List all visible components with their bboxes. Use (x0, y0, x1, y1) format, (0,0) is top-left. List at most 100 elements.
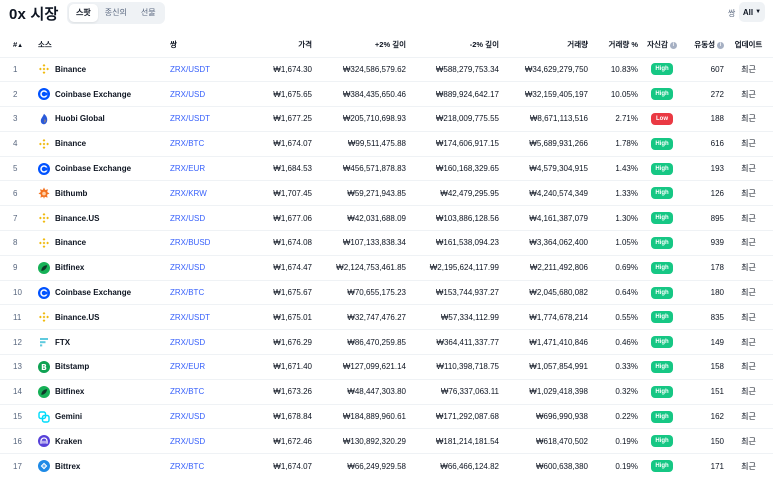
table-row[interactable]: 15 Gemini ZRX/USD ₩1,678.84 ₩184,889,960.61 ₩… (0, 404, 773, 430)
depth-plus-value: ₩86,470,259.85 (312, 329, 406, 356)
pair-link[interactable]: ZRX/USD (170, 263, 206, 273)
exchange-cell[interactable]: FTX (38, 329, 170, 356)
exchange-cell[interactable]: Coinbase Exchange (38, 81, 170, 108)
table-row[interactable]: 4 Binance ZRX/BTC ₩1,674.07 ₩99,511,475.88 ₩1… (0, 131, 773, 157)
col-source[interactable]: 소스 (38, 33, 170, 58)
exchange-name[interactable]: Binance (55, 139, 87, 149)
volume-value: ₩3,364,062,400 (499, 230, 588, 256)
pair-link[interactable]: ZRX/USD (170, 89, 206, 99)
price-value: ₩1,684.53 (242, 156, 312, 182)
pair-link[interactable]: ZRX/KRW (170, 188, 207, 198)
table-row[interactable]: 13 B Bitstamp ZRX/EUR ₩1,671.40 ₩127,099,621.… (0, 354, 773, 380)
liquidity-value: 158 (686, 354, 724, 380)
exchange-name[interactable]: Gemini (55, 412, 83, 422)
exchange-cell[interactable]: Kraken (38, 428, 170, 455)
tab-spot[interactable]: 스팟 (69, 4, 98, 22)
pair-link[interactable]: ZRX/USD (170, 337, 206, 347)
pair-filter-dropdown[interactable]: All ▼ (739, 2, 765, 22)
pair-link[interactable]: ZRX/USD (170, 213, 206, 223)
exchange-cell[interactable]: Binance.US (38, 205, 170, 232)
col-updated[interactable]: 업데이트 (724, 33, 773, 58)
liquidity-value: 126 (686, 180, 724, 207)
table-row[interactable]: 5 Coinbase Exchange ZRX/EUR ₩1,684.53 ₩456,5… (0, 156, 773, 182)
exchange-name[interactable]: Coinbase Exchange (55, 89, 132, 99)
exchange-cell[interactable]: Coinbase Exchange (38, 156, 170, 182)
exchange-cell[interactable]: Binance.US (38, 304, 170, 331)
exchange-cell[interactable]: Binance (38, 230, 170, 256)
col-depth-minus[interactable]: -2% 깊이 (406, 33, 499, 58)
info-icon[interactable]: i (669, 41, 677, 49)
exchange-name[interactable]: Coinbase Exchange (55, 288, 132, 298)
pair-link[interactable]: ZRX/USDT (170, 114, 210, 124)
tab-perpetual[interactable]: 종신의 (104, 8, 127, 17)
volume-pct-value: 0.22% (588, 404, 638, 430)
col-volume-pct[interactable]: 거래량 % (588, 33, 638, 58)
depth-plus-value: ₩32,747,476.27 (312, 304, 406, 331)
updated-value: 최근 (724, 131, 773, 157)
table-row[interactable]: 6 Bithumb ZRX/KRW ₩1,707.45 ₩59,271,943.85 ₩4… (0, 180, 773, 207)
exchange-cell[interactable]: Bittrex (38, 453, 170, 478)
table-row[interactable]: 2 Coinbase Exchange ZRX/USD ₩1,675.65 ₩384,4… (0, 81, 773, 108)
exchange-cell[interactable]: Bitfinex (38, 255, 170, 281)
exchange-name[interactable]: Binance.US (55, 312, 100, 322)
table-row[interactable]: 16 Kraken ZRX/USD ₩1,672.46 ₩130,892,320.29 ₩… (0, 428, 773, 455)
table-row[interactable]: 3 Huobi Global ZRX/USDT ₩1,677.25 ₩205,710,6… (0, 106, 773, 132)
pair-link[interactable]: ZRX/BTC (170, 288, 205, 298)
col-liquidity[interactable]: 유동성 i (686, 33, 724, 58)
exchange-name[interactable]: Bitfinex (55, 387, 85, 397)
exchange-cell[interactable]: Bithumb (38, 180, 170, 207)
sort-ascending-icon: ▲ (17, 43, 24, 50)
info-icon[interactable]: i (717, 41, 724, 49)
table-row[interactable]: 8 Binance ZRX/BUSD ₩1,674.08 ₩107,133,838.34… (0, 230, 773, 256)
exchange-cell[interactable]: Huobi Global (38, 106, 170, 132)
exchange-name[interactable]: Kraken (55, 436, 83, 446)
pair-link[interactable]: ZRX/USD (170, 436, 206, 446)
table-row[interactable]: 7 Binance.US ZRX/USD ₩1,677.06 ₩42,031,688.0… (0, 205, 773, 232)
exchange-name[interactable]: Bitstamp (55, 362, 90, 372)
exchange-name[interactable]: Bittrex (55, 461, 81, 471)
pair-link[interactable]: ZRX/USD (170, 412, 206, 422)
col-pair[interactable]: 쌍 (170, 33, 242, 58)
exchange-cell[interactable]: Bitfinex (38, 379, 170, 405)
price-value: ₩1,674.08 (242, 230, 312, 256)
exchange-cell[interactable]: Gemini (38, 404, 170, 430)
pair-link[interactable]: ZRX/BTC (170, 139, 205, 149)
table-row[interactable]: 10 Coinbase Exchange ZRX/BTC ₩1,675.67 ₩70,6… (0, 280, 773, 306)
depth-minus-value: ₩76,337,063.11 (406, 379, 499, 405)
depth-plus-value: ₩2,124,753,461.85 (312, 255, 406, 281)
col-depth-plus[interactable]: +2% 깊이 (312, 33, 406, 58)
table-row[interactable]: 14 Bitfinex ZRX/BTC ₩1,673.26 ₩48,447,303.80… (0, 379, 773, 405)
col-price[interactable]: 가격 (242, 33, 312, 58)
table-row[interactable]: 17 Bittrex ZRX/BTC ₩1,674.07 ₩66,249,929.58 ₩… (0, 453, 773, 478)
exchange-name[interactable]: Huobi Global (55, 114, 105, 124)
col-volume[interactable]: 거래량 (499, 33, 588, 58)
exchange-name[interactable]: Binance (55, 238, 87, 248)
pair-link[interactable]: ZRX/USDT (170, 312, 210, 322)
pair-link[interactable]: ZRX/BUSD (170, 238, 211, 248)
row-rank: 15 (0, 404, 38, 430)
liquidity-value: 151 (686, 379, 724, 405)
exchange-name[interactable]: Binance.US (55, 213, 100, 223)
pair-link[interactable]: ZRX/BTC (170, 461, 205, 471)
col-confidence[interactable]: 자신감 i (638, 33, 686, 58)
exchange-cell[interactable]: Binance (38, 57, 170, 83)
exchange-name[interactable]: Bitfinex (55, 263, 85, 273)
pair-link[interactable]: ZRX/EUR (170, 362, 206, 372)
tab-futures[interactable]: 선물 (140, 8, 156, 17)
updated-value: 최근 (724, 255, 773, 281)
pair-link[interactable]: ZRX/USDT (170, 64, 210, 74)
exchange-cell[interactable]: B Bitstamp (38, 354, 170, 380)
table-row[interactable]: 1 Binance ZRX/USDT ₩1,674.30 ₩324,586,579.62… (0, 57, 773, 83)
exchange-name[interactable]: FTX (55, 337, 71, 347)
exchange-name[interactable]: Bithumb (55, 188, 88, 198)
table-row[interactable]: 11 Binance.US ZRX/USDT ₩1,675.01 ₩32,747,476… (0, 304, 773, 331)
col-rank[interactable]: #▲ (0, 33, 38, 58)
exchange-cell[interactable]: Coinbase Exchange (38, 280, 170, 306)
exchange-name[interactable]: Binance (55, 64, 87, 74)
pair-link[interactable]: ZRX/BTC (170, 387, 205, 397)
table-row[interactable]: 9 Bitfinex ZRX/USD ₩1,674.47 ₩2,124,753,461.… (0, 255, 773, 281)
exchange-name[interactable]: Coinbase Exchange (55, 164, 132, 174)
pair-link[interactable]: ZRX/EUR (170, 164, 206, 174)
exchange-cell[interactable]: Binance (38, 131, 170, 157)
table-row[interactable]: 12 FTX ZRX/USD ₩1,676.29 ₩86,470,259.85 ₩364,… (0, 329, 773, 356)
